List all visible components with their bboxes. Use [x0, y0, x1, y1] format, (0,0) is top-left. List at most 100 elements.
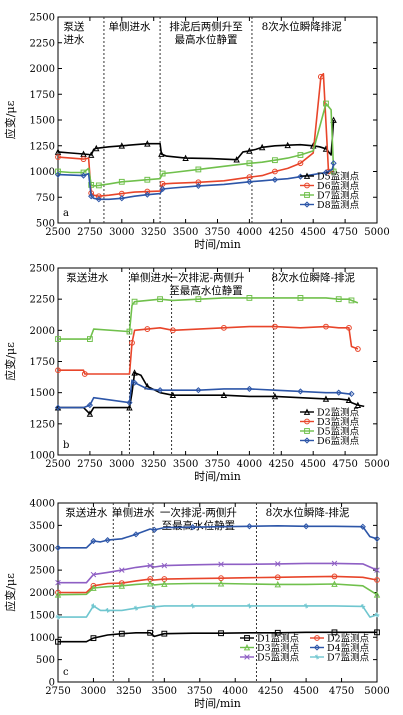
data-point: [272, 157, 278, 164]
x-tick-label: 3500: [152, 686, 177, 697]
x-tick-label: 4500: [300, 459, 325, 470]
phase-label: 8次水位瞬降-排泥: [271, 271, 355, 284]
data-point: [55, 168, 61, 175]
data-point: [90, 635, 97, 642]
legend-label: D2监测点: [317, 407, 360, 419]
data-point: [90, 537, 97, 545]
data-point: [118, 630, 125, 637]
phase-label: 单侧进水: [112, 506, 154, 519]
data-point: [169, 327, 176, 334]
y-tick-label: 1750: [30, 90, 55, 101]
x-tick-label: 4000: [237, 459, 262, 470]
data-point: [246, 523, 253, 530]
data-point: [297, 152, 304, 158]
data-point: [354, 346, 361, 352]
series-D7监测点: [55, 603, 380, 620]
x-tick-label: 4750: [329, 686, 354, 697]
data-point: [169, 391, 177, 399]
y-tick-label: 1750: [30, 357, 55, 368]
data-point: [297, 295, 304, 301]
legend-item: D4监测点: [310, 642, 370, 654]
series-line: [58, 562, 378, 584]
data-point: [233, 156, 240, 163]
y-axis-label: 应变/με: [3, 342, 17, 381]
x-tick-label: 4250: [258, 686, 283, 697]
data-point: [81, 371, 88, 377]
series-line: [58, 379, 352, 409]
data-point: [335, 389, 342, 396]
data-point: [195, 182, 202, 190]
x-tick-label: 4500: [300, 227, 325, 238]
data-point: [159, 185, 166, 193]
data-point: [297, 160, 304, 167]
y-tick-label: 750: [36, 193, 55, 204]
data-point: [348, 390, 355, 398]
data-point: [348, 297, 355, 304]
legend-item: D1监测点: [240, 633, 300, 645]
data-point: [271, 392, 279, 400]
series-line: [57, 102, 335, 187]
panel-label: c: [63, 667, 69, 678]
data-point: [159, 170, 166, 177]
legend-item: D7监测点: [300, 190, 360, 202]
data-point: [246, 385, 253, 393]
data-point: [322, 395, 330, 402]
data-point: [144, 191, 151, 198]
data-point: [190, 603, 196, 609]
x-tick-label: 2750: [45, 686, 70, 697]
legend-item: D3监测点: [300, 416, 360, 428]
data-point: [151, 526, 158, 533]
y-tick-label: 1000: [30, 451, 55, 462]
legend-item: D5监测点: [240, 652, 300, 664]
data-point: [274, 580, 281, 588]
data-point: [330, 160, 337, 167]
legend-marker: [304, 428, 310, 434]
legend-label: D4监测点: [327, 642, 370, 654]
data-point: [131, 369, 138, 376]
data-point: [158, 150, 165, 157]
data-point: [54, 171, 62, 178]
series-D3监测点: [55, 323, 361, 377]
series-D5监测点: [55, 560, 380, 586]
phase-label: 一次排泥-两侧升: [160, 506, 237, 519]
legend: D1监测点 D2监测点 D3监测点 D4监测点 D5监测点 D7监测点: [240, 633, 370, 664]
data-point: [87, 336, 93, 342]
y-tick-label: 2000: [30, 326, 55, 337]
data-point: [271, 176, 279, 183]
y-tick-label: 1500: [30, 610, 55, 621]
data-point: [331, 560, 338, 567]
x-tick-label: 3250: [141, 459, 166, 470]
data-point: [246, 160, 253, 167]
data-point: [373, 535, 381, 542]
series-D6监测点: [54, 379, 355, 411]
y-tick-label: 1000: [30, 167, 55, 178]
data-point: [331, 580, 338, 587]
series-line: [58, 605, 378, 618]
x-tick-label: 2500: [45, 227, 70, 238]
data-point: [345, 396, 353, 404]
data-point: [331, 629, 338, 636]
data-point: [297, 388, 304, 395]
y-tick-label: 4000: [30, 499, 55, 510]
x-tick-label: 3000: [81, 686, 106, 697]
series-D3监测点: [54, 580, 381, 598]
y-tick-label: 2250: [30, 295, 55, 306]
data-point: [335, 296, 342, 303]
series-line: [58, 325, 359, 375]
data-point: [303, 523, 310, 530]
data-point: [55, 579, 61, 586]
data-point: [126, 399, 133, 406]
x-tick-label: 3750: [187, 686, 212, 697]
x-tick-label: 4500: [293, 686, 318, 697]
data-point: [246, 178, 253, 185]
x-tick-label: 5000: [364, 686, 389, 697]
series-D7监测点: [55, 100, 337, 189]
data-point: [144, 140, 151, 147]
legend-marker: [304, 418, 310, 425]
data-point: [118, 142, 126, 149]
data-point: [147, 562, 153, 569]
data-point: [161, 630, 168, 637]
data-point: [195, 387, 202, 394]
